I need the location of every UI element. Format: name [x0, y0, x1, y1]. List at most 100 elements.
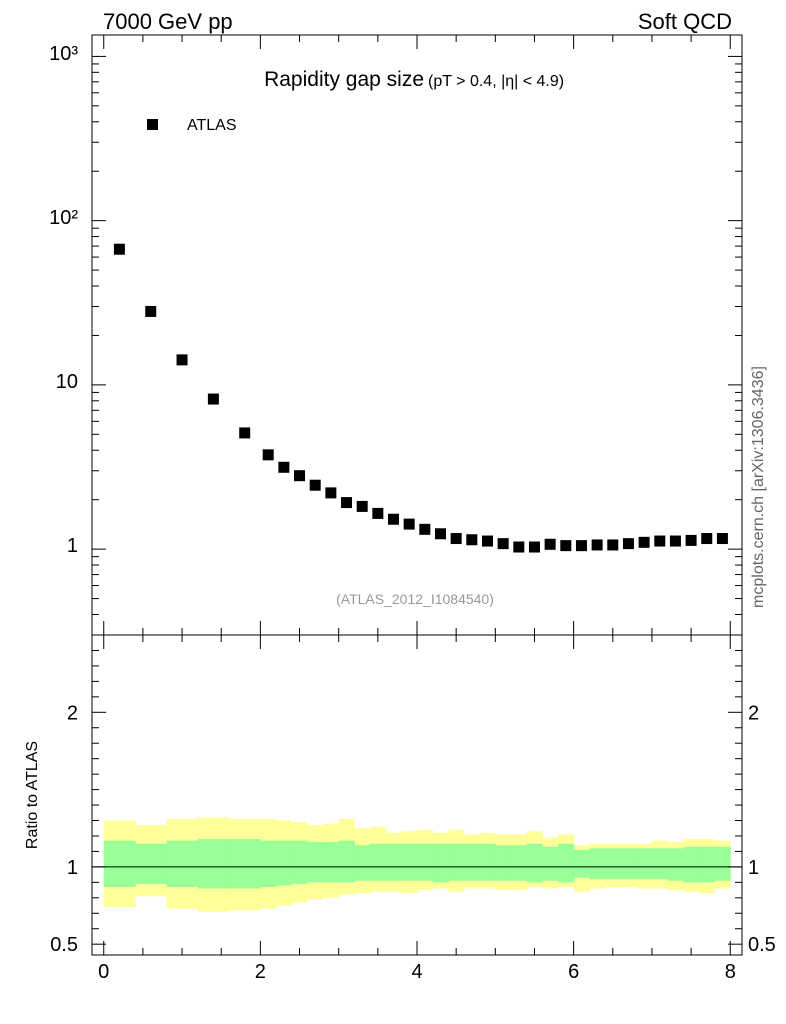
ratio-bands [103, 817, 731, 912]
green-band-bin [276, 840, 293, 886]
x-tick-labels: 0 2 4 6 8 [98, 961, 736, 983]
data-point [325, 487, 337, 499]
data-point [419, 523, 431, 535]
green-band-bin [636, 848, 653, 880]
chart-subtitle: (pT > 0.4, |η| < 4.9) [428, 73, 564, 90]
data-point [701, 533, 713, 545]
data-point [294, 470, 306, 482]
data-point [278, 461, 290, 473]
green-band-bin [463, 843, 481, 881]
data-point [239, 427, 251, 439]
green-band-bin [135, 843, 167, 884]
green-band-bin [526, 843, 543, 883]
y-tick-label-1000: 10³ [49, 43, 78, 65]
green-band-bin [448, 843, 465, 881]
legend-marker [147, 119, 158, 130]
green-band-bin [714, 846, 731, 881]
data-point [309, 479, 321, 491]
x-tick-label: 2 [255, 961, 266, 983]
green-band-bin [260, 840, 277, 887]
data-point [176, 354, 188, 366]
y-tick-label-1: 1 [67, 535, 78, 557]
green-band-bin [510, 845, 528, 881]
data-point [607, 539, 619, 551]
data-point [685, 534, 697, 546]
data-point [638, 536, 650, 548]
green-band-bin [604, 848, 622, 880]
green-band-bin [573, 849, 590, 878]
y-tick-label-10: 10 [56, 371, 78, 393]
header-left: 7000 GeV pp [103, 9, 233, 34]
data-points [113, 243, 728, 553]
green-band-bin [432, 843, 449, 883]
data-point [403, 518, 415, 530]
data-point [113, 243, 125, 255]
analysis-watermark: (ATLAS_2012_I1084540) [336, 591, 494, 607]
green-band-bin [698, 846, 716, 883]
data-point [575, 540, 587, 552]
axis-ticks [92, 35, 742, 955]
green-band-bin [103, 840, 136, 887]
data-point [356, 500, 368, 512]
data-point [654, 535, 666, 547]
green-band-bin [589, 848, 606, 880]
data-point [481, 535, 493, 547]
data-point [544, 538, 556, 550]
green-band-bin [667, 848, 684, 881]
ratio-y-label: Ratio to ATLAS [24, 741, 41, 849]
green-band-bin [651, 848, 669, 880]
mcplots-side-label: mcplots.cern.ch [arXiv:1306.3436] [750, 366, 767, 608]
header-right: Soft QCD [638, 9, 732, 34]
data-point [591, 539, 603, 551]
legend-label: ATLAS [187, 117, 237, 134]
green-band-bin [683, 846, 700, 883]
green-band-bin [197, 839, 230, 889]
green-band-bin [307, 842, 324, 883]
green-band-bin [495, 845, 512, 881]
green-band-bin [542, 846, 559, 881]
x-tick-label: 8 [725, 961, 736, 983]
data-point [497, 538, 509, 550]
x-tick-label: 6 [568, 961, 579, 983]
data-point [145, 305, 157, 317]
green-band-bin [557, 843, 575, 883]
green-band-bin [401, 843, 418, 881]
data-point [560, 540, 572, 552]
green-band-bin [291, 840, 308, 884]
data-point [262, 449, 274, 461]
data-point [388, 513, 400, 525]
main-y-tick-labels: 10³ 10² 10 1 [49, 43, 78, 557]
x-tick-label: 4 [411, 961, 422, 983]
x-tick-label: 0 [98, 961, 109, 983]
green-band-bin [338, 840, 355, 883]
data-point [434, 528, 446, 540]
ratio-y-tick-label-left: 0.5 [50, 934, 78, 956]
ratio-y-tick-label-right: 0.5 [748, 934, 776, 956]
data-point [207, 393, 219, 405]
data-point [528, 541, 540, 553]
ratio-y-tick-label-left: 2 [67, 702, 78, 724]
green-band-bin [354, 845, 371, 881]
data-point [466, 534, 478, 546]
green-band-bin [385, 843, 402, 881]
ratio-y-tick-label-right: 1 [748, 857, 759, 879]
ratio-y-tick-label-right: 2 [748, 702, 759, 724]
data-point [513, 541, 525, 553]
y-tick-label-100: 10² [49, 207, 78, 229]
green-band-bin [323, 842, 340, 883]
green-band-bin [166, 840, 199, 887]
green-band-bin [370, 843, 387, 881]
green-band-bin [479, 843, 496, 881]
chart-title: Rapidity gap size [264, 68, 424, 91]
green-band-bin [229, 839, 261, 889]
data-point [372, 507, 384, 519]
data-point [669, 535, 681, 547]
data-point [622, 538, 634, 550]
ratio-tick-labels: 0.5 0.5 1 1 2 2 [50, 702, 776, 956]
green-band-bin [417, 843, 434, 881]
ratio-y-tick-label-left: 1 [67, 857, 78, 879]
data-point [341, 497, 353, 509]
data-point [716, 533, 728, 545]
data-point [450, 533, 462, 545]
